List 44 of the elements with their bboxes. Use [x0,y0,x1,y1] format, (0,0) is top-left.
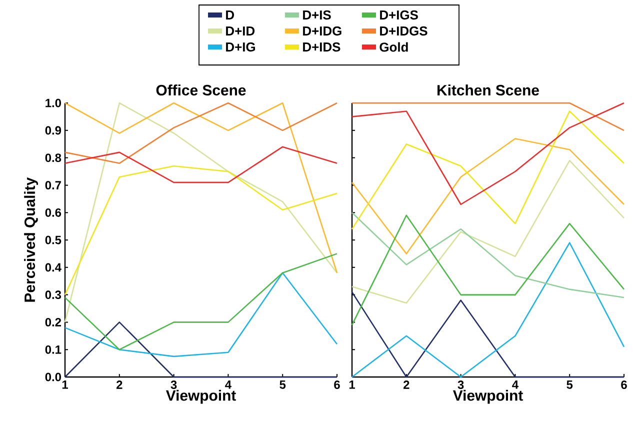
legend-label: D+IDG [303,26,342,36]
y-tick-label: 0.9 [45,126,62,135]
x-tick-label: 1 [349,380,355,389]
x-tick-label: 6 [621,380,627,389]
legend-label: Gold [380,42,408,52]
line-series [64,272,338,358]
line-series [64,165,338,296]
x-tick-label: 5 [566,380,573,389]
y-tick-label: 1.0 [46,98,61,108]
y-tick-label: 0.4 [45,263,62,272]
x-tick-label: 4 [512,380,518,389]
x-tick-label: 6 [334,380,340,389]
y-tick-label: 0.1 [45,345,62,354]
legend-label: D [226,10,234,20]
x-axis-title: Viewpoint [452,390,523,404]
legend-label: D+ID [226,26,255,36]
x-axis-title: Viewpoint [166,390,236,404]
x-tick-label: 5 [280,380,286,389]
legend-label: D+IG [226,42,255,52]
y-tick-label: 0.8 [45,154,62,162]
y-axis-title: Perceived Quality [24,177,38,302]
legend-label: D+IDGS [380,26,428,36]
x-tick-label: 2 [116,380,122,389]
line-series [64,102,338,323]
y-tick-label: 0.6 [45,208,62,217]
line-series [64,253,338,350]
x-tick-label: 4 [225,380,232,389]
legend-label: D+IGS [380,10,418,20]
legend-label: D+IDS [303,42,340,52]
line-series [64,102,338,274]
chart-title: Office Scene [156,84,246,96]
x-tick-label: 3 [458,380,464,390]
x-tick-label: 3 [170,380,177,390]
x-tick-label: 1 [62,380,68,389]
y-tick-label: 0.7 [45,180,61,190]
x-tick-label: 2 [404,380,410,389]
legend-label: D+IS [303,10,331,20]
line-series [64,146,338,184]
y-tick-label: 0.5 [45,236,62,244]
y-tick-label: 0.3 [45,290,62,300]
line-series [64,102,338,164]
y-tick-label: 0.0 [45,372,61,382]
y-tick-label: 0.2 [45,318,62,326]
chart-title: Kitchen Scene [438,84,539,96]
